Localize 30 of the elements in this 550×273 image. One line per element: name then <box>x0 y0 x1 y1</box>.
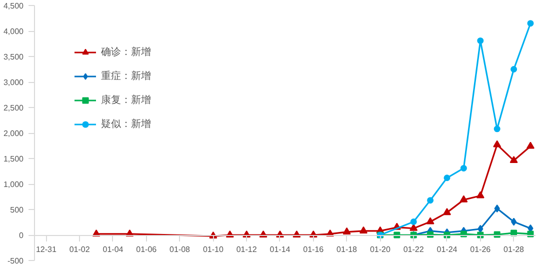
y-tick-label: 4,500 <box>3 2 24 10</box>
y-tick-label: 500 <box>10 206 24 214</box>
y-tick-label: 3,500 <box>3 52 24 62</box>
legend-label: 康复：新增 <box>101 94 151 107</box>
legend-label: 疑似：新增 <box>101 118 151 131</box>
x-tick-label: 01-08 <box>170 245 191 254</box>
x-tick-label: 01-12 <box>236 245 258 254</box>
x-tick-label: 01-06 <box>136 245 158 254</box>
x-tick-label: 01-22 <box>403 245 424 254</box>
y-tick-label: 3,000 <box>3 78 24 87</box>
x-tick-label: 01-14 <box>270 245 291 254</box>
y-tick-label: 4,000 <box>3 27 24 36</box>
y-tick-label: 1,000 <box>3 180 24 189</box>
y-tick-label: 0 <box>19 231 24 240</box>
y-tick-label: 1,500 <box>3 154 24 164</box>
x-tick-label: 01-24 <box>436 245 458 254</box>
y-tick-label: 2,000 <box>3 129 24 138</box>
x-tick-label: 01-26 <box>470 245 492 254</box>
legend-label: 重症：新增 <box>101 70 151 83</box>
x-tick-label: 01-16 <box>303 245 324 254</box>
x-tick-label: 01-18 <box>336 245 358 254</box>
x-tick-label: 01-04 <box>102 245 124 254</box>
x-tick-label: 01-28 <box>504 245 525 254</box>
x-tick-label: 12-31 <box>36 245 57 254</box>
y-tick-label: -500 <box>7 256 24 266</box>
x-tick-label: 01-10 <box>202 245 224 254</box>
y-tick-label: 2,500 <box>3 104 24 112</box>
x-tick-label: 01-02 <box>69 245 90 254</box>
legend-label: 确诊：新增 <box>101 46 151 59</box>
x-tick-label: 01-20 <box>370 245 391 254</box>
